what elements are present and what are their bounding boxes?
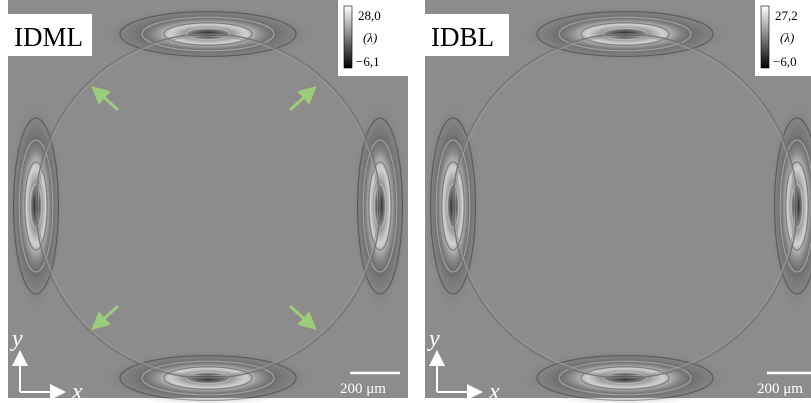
- fringe-ring: [785, 161, 809, 251]
- defect-arrow: [91, 85, 120, 112]
- fringe-ring: [580, 366, 670, 390]
- fringe-ring: [430, 117, 477, 295]
- aperture-edge: [35, 33, 381, 379]
- x-axis-label: x: [71, 379, 83, 403]
- defect-arrow: [91, 304, 120, 331]
- defect-arrow: [288, 85, 317, 112]
- fringe-ring: [24, 161, 48, 251]
- fringe-ring: [790, 183, 804, 229]
- fringe-ring: [119, 11, 297, 57]
- fringe-ring: [536, 355, 714, 402]
- fringe-ring: [446, 183, 460, 229]
- scale-bar-label: 200 μm: [340, 381, 386, 397]
- fringe-lobe: [98, 350, 318, 403]
- fringe-ring: [163, 366, 253, 390]
- fringe-ring: [373, 183, 387, 229]
- scale-bar-label: 200 μm: [757, 381, 803, 397]
- fringe-ring: [602, 371, 648, 385]
- panel-label: IDBL: [431, 22, 494, 52]
- aperture-edge-light: [37, 35, 379, 377]
- colorbar-unit: (λ): [780, 30, 794, 45]
- colorbar-max: 28,0: [358, 8, 381, 23]
- fringe-ring: [119, 355, 297, 402]
- fringe-ring: [141, 16, 275, 52]
- fringe-ring: [18, 139, 54, 273]
- label-box: [8, 14, 92, 56]
- panel: IDBL 27,2 (λ) −6,0 y x 200 μm: [425, 0, 811, 403]
- fringe-ring: [774, 117, 811, 295]
- colorbar-min: −6,0: [773, 54, 797, 69]
- y-axis-label: y: [10, 326, 23, 352]
- fringe-ring: [185, 371, 231, 385]
- fringe-ring: [185, 27, 231, 41]
- fringe-ring: [558, 360, 692, 396]
- fringe-ring: [602, 27, 648, 41]
- fringe-ring: [558, 16, 692, 52]
- panel: IDML 28,0 (λ) −6,1 y x 200 μm: [8, 0, 408, 403]
- fringe-ring: [141, 360, 275, 396]
- colorbar-unit: (λ): [363, 30, 377, 45]
- y-axis-label: y: [427, 326, 440, 352]
- fringe-ring: [29, 183, 43, 229]
- fringe-ring: [536, 11, 714, 57]
- image-background: [425, 0, 811, 398]
- fringe-lobe: [769, 96, 811, 316]
- colorbar: [343, 5, 353, 69]
- label-box: [425, 14, 509, 56]
- panel-label: IDML: [14, 22, 83, 52]
- fringe-ring: [163, 22, 253, 46]
- fringe-ring: [779, 139, 811, 273]
- aperture-edge-light: [454, 35, 796, 377]
- fringe-ring: [357, 117, 404, 295]
- colorbar: [760, 5, 770, 69]
- fringe-lobe: [515, 350, 735, 403]
- defect-arrow: [288, 304, 317, 331]
- fringe-ring: [580, 22, 670, 46]
- fringe-ring: [13, 117, 59, 295]
- fringe-ring: [362, 139, 398, 273]
- fringe-ring: [441, 161, 465, 251]
- aperture-edge: [452, 33, 798, 379]
- colorbar-max: 27,2: [775, 8, 798, 23]
- fringe-ring: [368, 161, 392, 251]
- fringe-ring: [435, 139, 471, 273]
- colorbar-min: −6,1: [356, 54, 380, 69]
- x-axis-label: x: [488, 379, 500, 403]
